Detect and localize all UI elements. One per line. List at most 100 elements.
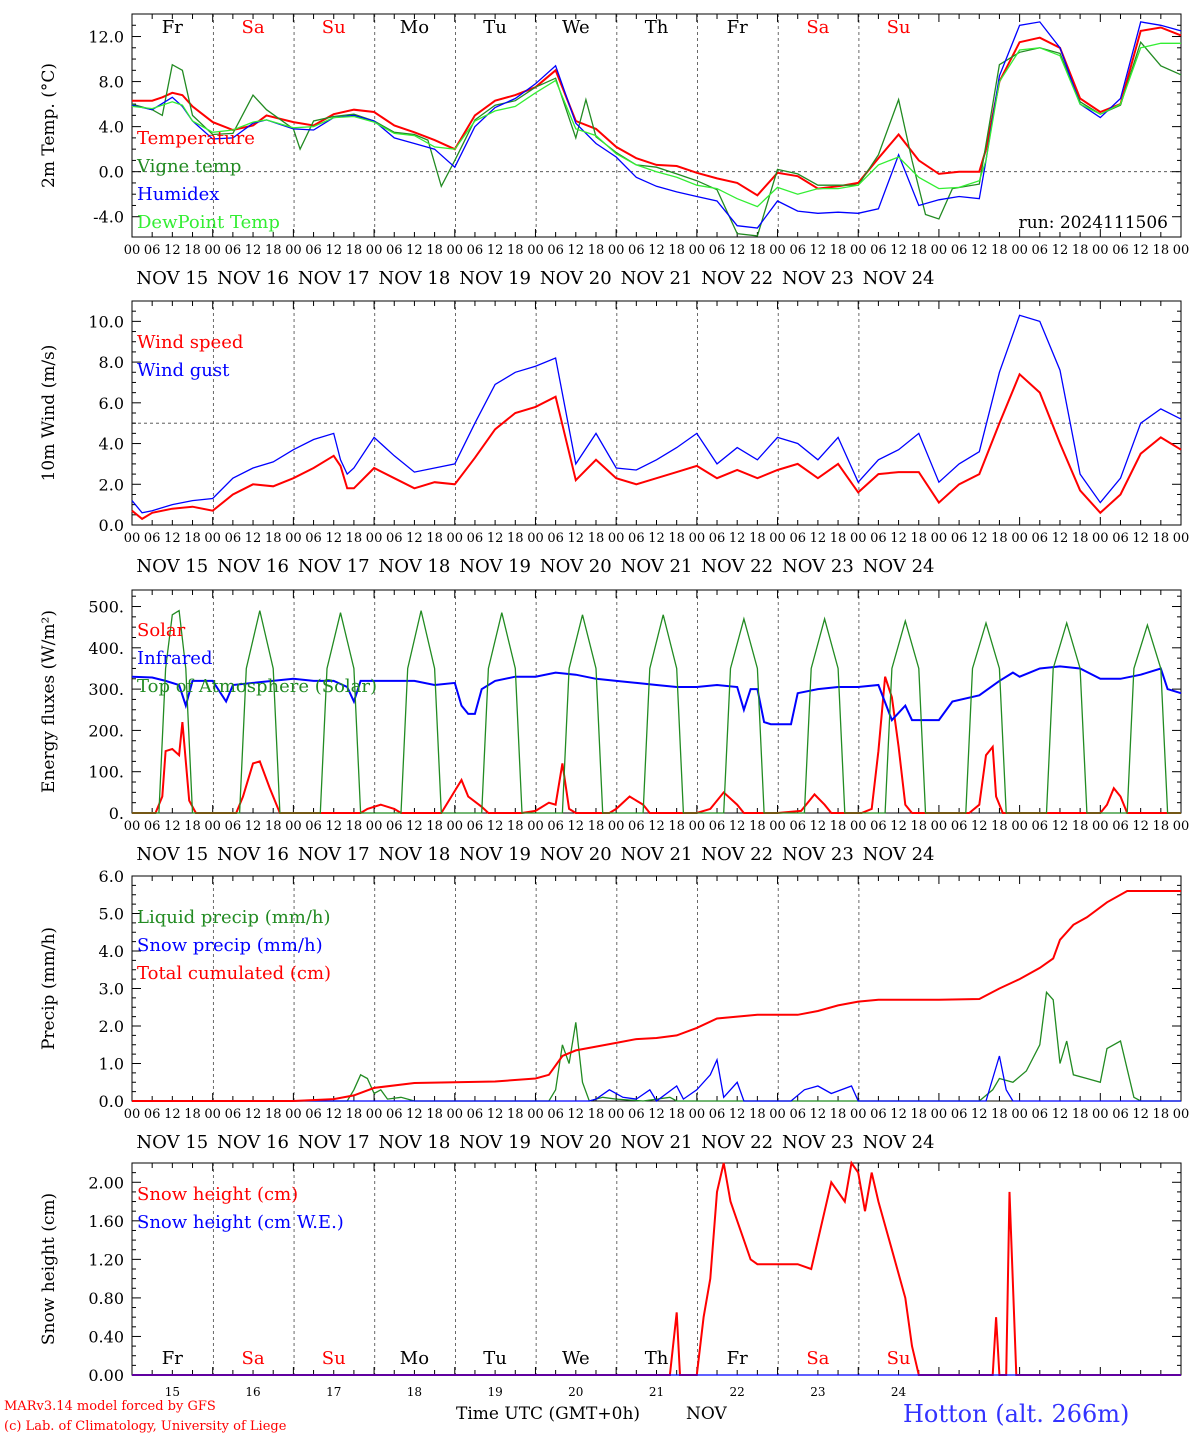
x-hour-label: 06 xyxy=(1032,819,1049,834)
legend-entry: DewPoint Temp xyxy=(137,212,280,233)
x-hour-label: 06 xyxy=(1032,243,1049,258)
x-hour-label: 06 xyxy=(1032,1107,1049,1122)
x-hour-label: 00 xyxy=(285,243,302,258)
series-line xyxy=(132,676,1181,814)
x-hour-label: 12 xyxy=(568,1107,585,1122)
x-hour-label: 12 xyxy=(164,1107,181,1122)
x-hour-label: 00 xyxy=(204,819,221,834)
x-hour-label: 18 xyxy=(991,1107,1008,1122)
x-hour-label: 00 xyxy=(124,819,141,834)
x-hour-label: 18 xyxy=(426,819,443,834)
x-hour-label: 06 xyxy=(386,531,403,546)
x-hour-label: 00 xyxy=(366,819,383,834)
x-hour-label: 06 xyxy=(305,531,322,546)
day-name: Th xyxy=(645,1348,669,1369)
x-hour-label: 00 xyxy=(608,531,625,546)
x-hour-label: 18 xyxy=(910,819,927,834)
x-date-label: NOV 15 xyxy=(136,1132,208,1153)
x-hour-label: 00 xyxy=(1092,1107,1109,1122)
x-date-label: NOV 19 xyxy=(459,844,531,865)
day-name: Su xyxy=(322,17,346,38)
x-hour-label: 18 xyxy=(265,819,282,834)
x-hour-label: 18 xyxy=(426,1107,443,1122)
x-hour-label: 00 xyxy=(446,819,463,834)
x-date-label: NOV 15 xyxy=(136,268,208,289)
x-hour-label: 06 xyxy=(386,1107,403,1122)
y-tick-label: 2.0 xyxy=(99,475,124,494)
x-hour-label: 18 xyxy=(265,531,282,546)
x-hour-label: 12 xyxy=(406,1107,423,1122)
x-hour-label: 12 xyxy=(487,243,504,258)
y-tick-label: 100. xyxy=(88,763,124,782)
x-hour-label: 00 xyxy=(527,819,544,834)
x-hour-label: 06 xyxy=(709,1107,726,1122)
x-hour-label: 18 xyxy=(1072,819,1089,834)
y-tick-label: 4.0 xyxy=(99,118,124,137)
x-hour-label: 00 xyxy=(1092,531,1109,546)
series-line xyxy=(131,314,1182,514)
day-name: Fr xyxy=(727,17,748,38)
x-hour-label: 12 xyxy=(810,531,827,546)
x-hour-label: 18 xyxy=(1072,531,1089,546)
day-name: Tu xyxy=(483,17,507,38)
day-name: Su xyxy=(887,1348,911,1369)
x-hour-label: 12 xyxy=(810,243,827,258)
x-hour-label: 18 xyxy=(507,819,524,834)
x-day-number: 22 xyxy=(730,1385,745,1399)
x-hour-label: 00 xyxy=(850,1107,867,1122)
x-date-label: NOV 22 xyxy=(701,268,773,289)
legend-entry: Snow height (cm W.E.) xyxy=(137,1212,344,1233)
x-date-label: NOV 15 xyxy=(136,844,208,865)
x-hour-label: 06 xyxy=(1032,531,1049,546)
x-hour-label: 06 xyxy=(709,243,726,258)
day-name: Mo xyxy=(400,17,429,38)
x-date-label: NOV 16 xyxy=(217,1132,289,1153)
x-date-label: NOV 19 xyxy=(459,556,531,577)
x-day-number: 17 xyxy=(326,1385,341,1399)
x-date-label: NOV 19 xyxy=(459,1132,531,1153)
station-title: Hotton (alt. 266m) xyxy=(903,1400,1130,1428)
y-tick-label: 12.0 xyxy=(88,28,124,47)
x-hour-label: 00 xyxy=(689,243,706,258)
x-hour-label: 18 xyxy=(588,819,605,834)
series-line xyxy=(131,665,1182,726)
x-hour-label: 12 xyxy=(648,819,665,834)
legend-entry: Wind gust xyxy=(137,360,230,381)
x-hour-label: 00 xyxy=(608,819,625,834)
x-hour-label: 06 xyxy=(870,1107,887,1122)
x-date-label: NOV 20 xyxy=(540,1132,612,1153)
y-tick-label: 10.0 xyxy=(88,312,124,331)
x-day-number: 19 xyxy=(487,1385,502,1399)
x-date-label: NOV 20 xyxy=(540,268,612,289)
x-hour-label: 12 xyxy=(568,819,585,834)
x-day-number: 24 xyxy=(891,1385,907,1399)
x-hour-label: 18 xyxy=(507,531,524,546)
x-hour-label: 12 xyxy=(729,531,746,546)
x-hour-label: 06 xyxy=(1112,819,1129,834)
y-tick-label: 0.80 xyxy=(88,1289,124,1308)
day-name: We xyxy=(562,1348,590,1369)
y-axis-label: Snow height (cm) xyxy=(39,1193,59,1345)
x-hour-label: 00 xyxy=(124,243,141,258)
y-axis-label: Precip (mm/h) xyxy=(39,927,59,1050)
x-hour-label: 00 xyxy=(366,1107,383,1122)
x-date-label: NOV 22 xyxy=(701,844,773,865)
panel-2: 0.0 2.0 4.0 6.0 8.0 10.0 10m Wind (m/s) Wind sp… xyxy=(39,300,1189,577)
x-hour-label: 06 xyxy=(467,819,484,834)
y-tick-label: 8.0 xyxy=(99,73,124,92)
legend-entry: Wind speed xyxy=(137,332,243,353)
x-hour-label: 00 xyxy=(1173,1107,1190,1122)
x-hour-label: 12 xyxy=(1052,1107,1069,1122)
day-name: Th xyxy=(645,17,669,38)
x-hour-label: 18 xyxy=(991,531,1008,546)
x-hour-label: 12 xyxy=(1052,819,1069,834)
x-hour-label: 12 xyxy=(1132,531,1149,546)
day-name: Fr xyxy=(162,1348,183,1369)
series-line xyxy=(132,890,1181,1102)
x-hour-label: 12 xyxy=(648,243,665,258)
x-date-label: NOV 18 xyxy=(379,1132,451,1153)
x-date-label: NOV 17 xyxy=(298,1132,370,1153)
x-hour-label: 12 xyxy=(890,819,907,834)
x-hour-label: 18 xyxy=(184,243,201,258)
y-tick-label: 2.0 xyxy=(99,1017,124,1036)
